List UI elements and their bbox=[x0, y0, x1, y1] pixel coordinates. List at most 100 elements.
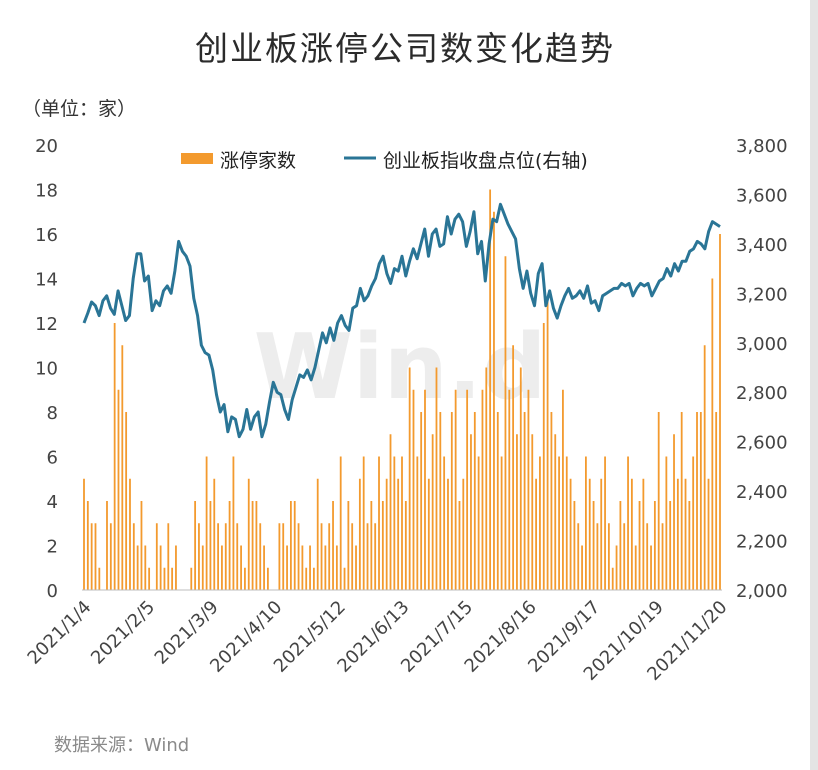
bar bbox=[140, 501, 143, 590]
bar bbox=[527, 389, 530, 590]
x-tick-label: 2021/1/4 bbox=[24, 597, 96, 669]
bar bbox=[247, 478, 250, 590]
bar bbox=[347, 501, 350, 590]
bar bbox=[481, 389, 484, 590]
bar bbox=[592, 501, 595, 590]
bar bbox=[117, 389, 120, 590]
right-tick-label: 3,400 bbox=[736, 235, 788, 256]
bar bbox=[198, 523, 200, 590]
bar bbox=[148, 567, 151, 590]
bar bbox=[404, 501, 407, 590]
right-tick-label: 2,200 bbox=[736, 532, 788, 553]
left-axis-unit-label: （单位：家） bbox=[22, 98, 137, 120]
bar bbox=[489, 189, 492, 590]
left-tick-label: 12 bbox=[35, 314, 58, 335]
bar bbox=[113, 323, 116, 590]
watermark: Win.d bbox=[254, 315, 547, 420]
bar bbox=[607, 523, 610, 590]
bar bbox=[221, 545, 223, 590]
bar bbox=[83, 478, 85, 590]
right-tick-label: 3,600 bbox=[736, 185, 788, 206]
bar bbox=[339, 456, 342, 590]
bar bbox=[370, 501, 373, 590]
left-tick-label: 6 bbox=[47, 448, 58, 469]
page-edge-strip bbox=[810, 0, 818, 770]
bar bbox=[381, 501, 384, 590]
bar bbox=[121, 345, 124, 590]
bar bbox=[719, 234, 721, 590]
right-tick-label: 2,600 bbox=[736, 433, 788, 454]
left-tick-label: 20 bbox=[35, 136, 58, 157]
bar bbox=[385, 478, 388, 590]
left-axis-ticks: 0 2 4 6 8 10 12 14 16 18 20 bbox=[35, 136, 58, 602]
bar bbox=[466, 389, 469, 590]
bar bbox=[259, 523, 262, 590]
bar bbox=[562, 389, 564, 590]
bar bbox=[504, 256, 507, 590]
bar bbox=[496, 412, 499, 590]
bar bbox=[236, 523, 239, 590]
bar bbox=[289, 501, 292, 590]
bar bbox=[213, 478, 216, 590]
bar bbox=[565, 456, 568, 590]
bar bbox=[194, 501, 197, 590]
bar bbox=[627, 456, 629, 590]
right-tick-label: 2,000 bbox=[736, 581, 788, 602]
bar bbox=[653, 501, 656, 590]
x-axis-ticks: 2021/1/42021/2/52021/3/92021/4/102021/5/… bbox=[24, 597, 732, 685]
left-tick-label: 8 bbox=[47, 403, 58, 424]
bar bbox=[228, 501, 231, 590]
bar bbox=[596, 523, 599, 590]
bar bbox=[447, 478, 449, 590]
bar bbox=[619, 501, 622, 590]
bar bbox=[673, 434, 675, 590]
bar bbox=[240, 545, 242, 590]
right-tick-label: 2,800 bbox=[736, 383, 788, 404]
bar bbox=[581, 545, 583, 590]
bar bbox=[167, 523, 170, 590]
bar bbox=[125, 412, 128, 590]
bar bbox=[316, 478, 319, 590]
bar bbox=[646, 523, 649, 590]
bar bbox=[519, 367, 522, 590]
bar bbox=[611, 567, 614, 590]
index-line-series bbox=[82, 202, 721, 439]
bar bbox=[669, 501, 672, 590]
bar bbox=[224, 523, 227, 590]
bar bbox=[159, 545, 162, 590]
bar bbox=[577, 523, 580, 590]
bar bbox=[393, 456, 396, 590]
bar bbox=[634, 545, 637, 590]
bar bbox=[638, 501, 641, 590]
bar bbox=[263, 545, 265, 590]
bar bbox=[255, 501, 258, 590]
left-tick-label: 2 bbox=[47, 537, 58, 558]
bar bbox=[493, 211, 495, 590]
bar bbox=[98, 567, 101, 590]
bar bbox=[431, 434, 434, 590]
bar bbox=[715, 412, 718, 590]
bar bbox=[661, 523, 664, 590]
bar bbox=[389, 434, 392, 590]
bar bbox=[358, 478, 361, 590]
bar bbox=[699, 412, 702, 590]
bar bbox=[535, 478, 537, 590]
bar bbox=[443, 456, 446, 590]
bar bbox=[554, 434, 557, 590]
bar bbox=[374, 523, 377, 590]
bar bbox=[707, 478, 710, 590]
bar bbox=[473, 412, 476, 590]
bar bbox=[355, 545, 357, 590]
bar bbox=[696, 412, 698, 590]
bar bbox=[523, 412, 526, 590]
bar bbox=[362, 456, 365, 590]
bar bbox=[109, 523, 112, 590]
bar bbox=[205, 456, 208, 590]
bar bbox=[163, 567, 166, 590]
bar bbox=[335, 545, 338, 590]
bar bbox=[94, 523, 97, 590]
bar bbox=[332, 501, 334, 590]
bar bbox=[546, 300, 549, 590]
bar bbox=[412, 389, 415, 590]
bar bbox=[573, 501, 576, 590]
